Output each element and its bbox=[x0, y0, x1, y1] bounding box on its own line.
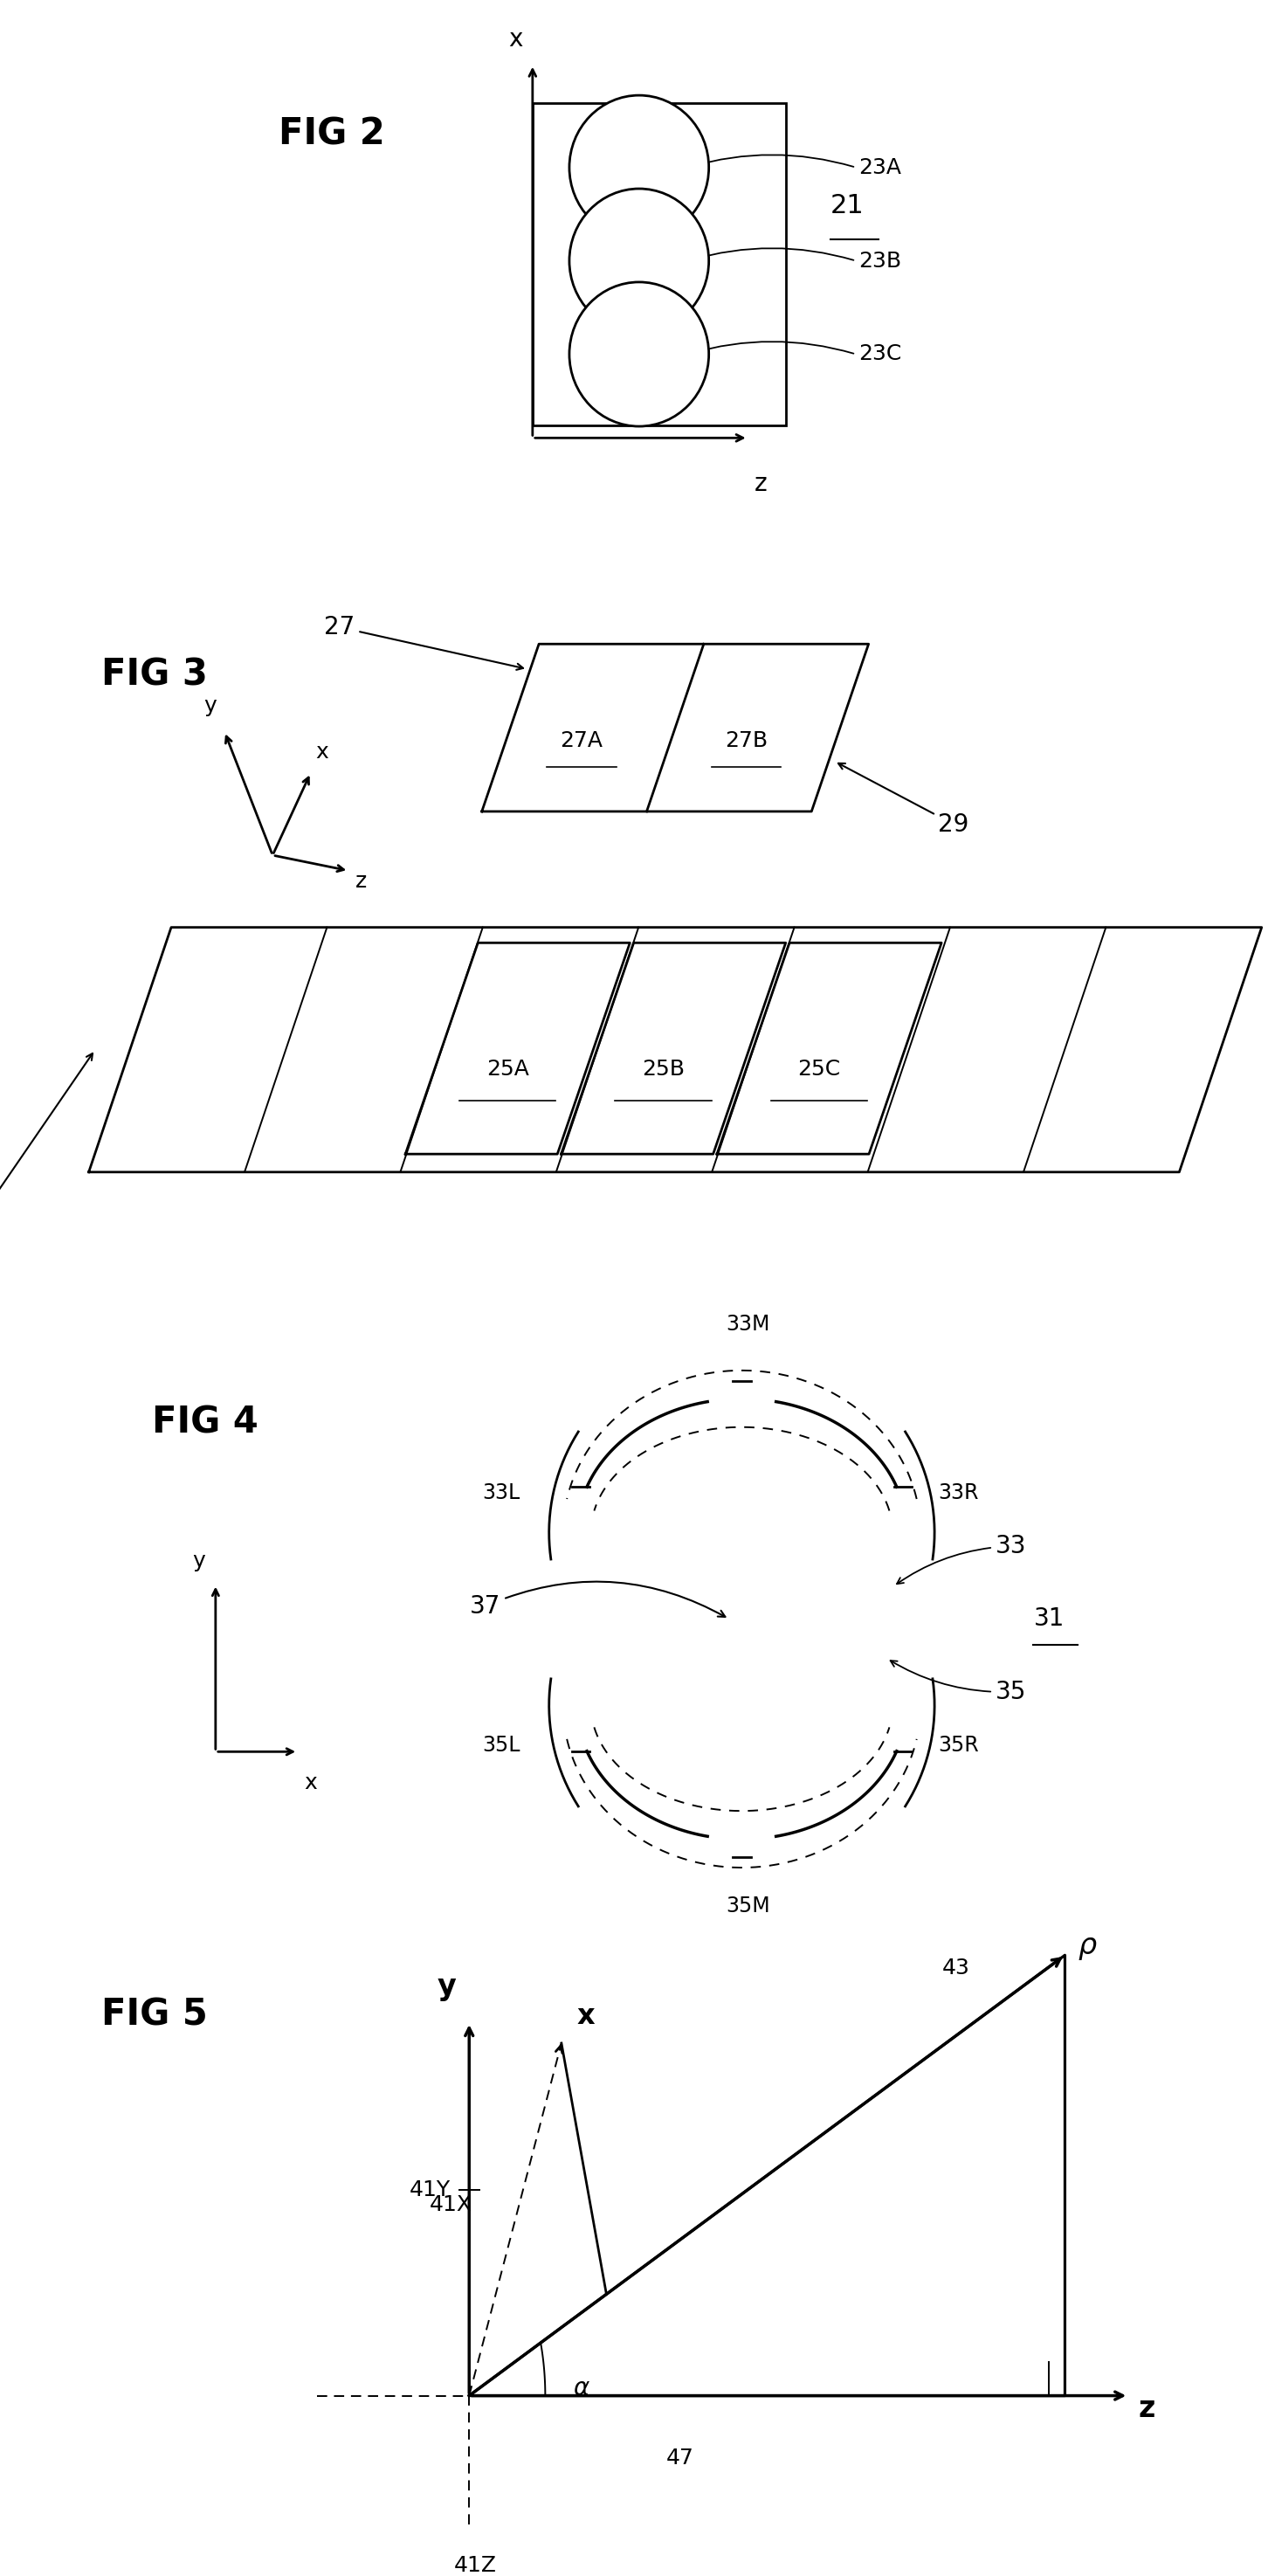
Text: FIG 4: FIG 4 bbox=[152, 1404, 259, 1440]
Text: 43: 43 bbox=[942, 1958, 970, 1978]
Text: 23B: 23B bbox=[858, 250, 902, 270]
Text: 29: 29 bbox=[838, 762, 969, 837]
Text: y: y bbox=[193, 1551, 205, 1571]
Text: 23C: 23C bbox=[858, 343, 902, 366]
Text: 33R: 33R bbox=[938, 1481, 979, 1502]
Text: 33M: 33M bbox=[727, 1314, 770, 1334]
Text: 41Z: 41Z bbox=[454, 2555, 497, 2576]
Text: FIG 5: FIG 5 bbox=[101, 1996, 208, 2032]
Text: 27B: 27B bbox=[725, 732, 767, 752]
Text: $\alpha$: $\alpha$ bbox=[573, 2375, 590, 2401]
Text: 25A: 25A bbox=[486, 1059, 529, 1079]
Text: 35: 35 bbox=[890, 1662, 1026, 1705]
Text: 25: 25 bbox=[0, 1054, 93, 1224]
Text: z: z bbox=[1139, 2393, 1155, 2424]
Text: z: z bbox=[355, 871, 366, 891]
Text: 23A: 23A bbox=[858, 157, 902, 178]
Text: 35M: 35M bbox=[727, 1896, 770, 1917]
Text: y: y bbox=[437, 1973, 456, 2002]
Text: 21: 21 bbox=[831, 193, 865, 219]
Ellipse shape bbox=[569, 281, 709, 428]
Text: z: z bbox=[754, 471, 767, 495]
Text: 33L: 33L bbox=[482, 1481, 520, 1502]
Text: x: x bbox=[304, 1772, 317, 1793]
Text: 47: 47 bbox=[666, 2447, 694, 2468]
Text: 25B: 25B bbox=[642, 1059, 685, 1079]
Text: $\rho$: $\rho$ bbox=[1078, 1932, 1098, 1963]
Text: y: y bbox=[204, 696, 217, 716]
Text: x: x bbox=[508, 28, 522, 52]
Text: 27A: 27A bbox=[560, 732, 602, 752]
Text: 31: 31 bbox=[1033, 1607, 1064, 1631]
Text: x: x bbox=[577, 2004, 595, 2030]
Text: FIG 2: FIG 2 bbox=[279, 116, 385, 152]
Ellipse shape bbox=[569, 95, 709, 240]
Text: 33: 33 bbox=[896, 1533, 1026, 1584]
Text: 37: 37 bbox=[470, 1582, 725, 1618]
Bar bbox=[533, 103, 786, 425]
Text: 35R: 35R bbox=[938, 1736, 979, 1757]
Text: 41X: 41X bbox=[430, 2195, 473, 2215]
Ellipse shape bbox=[569, 188, 709, 332]
Text: 35L: 35L bbox=[482, 1736, 520, 1757]
Text: 41Y: 41Y bbox=[410, 2179, 450, 2200]
Text: FIG 3: FIG 3 bbox=[101, 657, 208, 693]
Text: x: x bbox=[316, 742, 328, 762]
Text: 25C: 25C bbox=[798, 1059, 841, 1079]
Text: 27: 27 bbox=[325, 616, 524, 670]
